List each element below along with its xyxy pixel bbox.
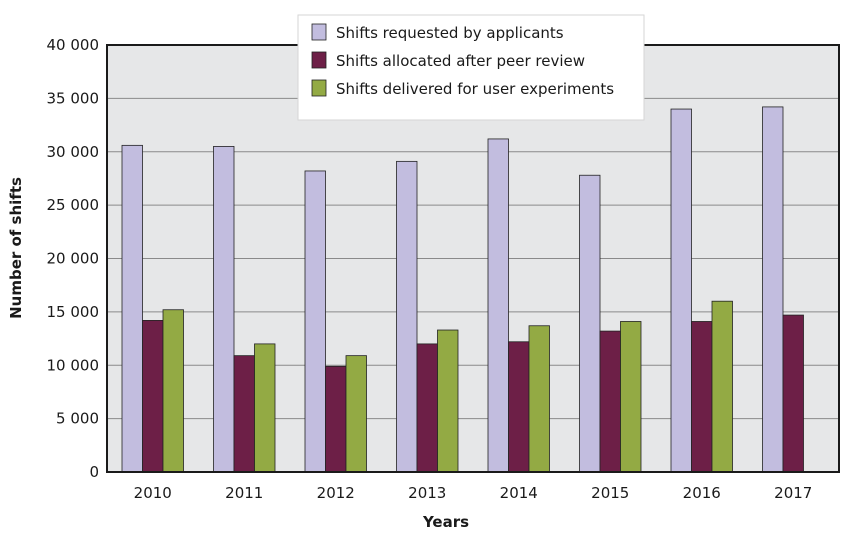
bar-series-1-2017 [762, 106, 784, 473]
bar-series-2-2013 [416, 343, 438, 473]
y-tick-label: 0 [89, 463, 99, 481]
bar-series-3-2011 [254, 343, 276, 473]
legend: Shifts requested by applicants Shifts all… [297, 14, 645, 121]
x-tick-label: 2017 [774, 484, 812, 502]
y-tick-label: 25 000 [47, 196, 100, 214]
bar-series-3-2013 [437, 329, 459, 473]
bar-series-3-2015 [620, 321, 642, 473]
y-tick-label: 40 000 [47, 36, 100, 54]
bar-series-1-2016 [670, 108, 692, 473]
bar-series-1-2010 [121, 144, 143, 473]
y-axis-title: Number of shifts [7, 177, 25, 319]
bar-series-1-2013 [396, 160, 418, 473]
bar-series-1-2014 [487, 138, 509, 473]
legend-label-series-3: Shifts delivered for user experiments [336, 80, 614, 98]
legend-label-series-2: Shifts allocated after peer review [336, 52, 585, 70]
legend-swatch-series-1 [311, 23, 327, 41]
y-tick-label: 15 000 [47, 303, 100, 321]
x-axis-title: Years [422, 513, 469, 531]
legend-box [297, 14, 645, 121]
bar-series-3-2014 [528, 325, 550, 473]
bar-series-1-2011 [213, 146, 235, 473]
bar-series-2-2015 [599, 330, 621, 473]
x-tick-label: 2010 [134, 484, 172, 502]
y-tick-label: 35 000 [47, 89, 100, 107]
y-tick-label: 20 000 [47, 250, 100, 268]
legend-swatch-series-2 [311, 51, 327, 69]
x-tick-label: 2015 [591, 484, 629, 502]
x-tick-label: 2014 [500, 484, 538, 502]
x-tick-label: 2011 [225, 484, 263, 502]
y-tick-label: 30 000 [47, 143, 100, 161]
x-tick-labels: 2010 2011 2012 2013 2014 2015 2016 2017 [134, 484, 813, 502]
legend-label-series-1: Shifts requested by applicants [336, 24, 564, 42]
bars [121, 106, 804, 473]
bar-series-3-2016 [711, 300, 733, 473]
y-tick-labels: 0 5 000 10 000 15 000 20 000 25 000 30 000 35 0… [47, 36, 100, 481]
bar-series-2-2017 [782, 314, 804, 473]
bar-series-2-2014 [508, 341, 530, 473]
y-tick-label: 10 000 [47, 356, 100, 374]
x-tick-label: 2013 [408, 484, 446, 502]
bar-series-2-2012 [325, 365, 347, 473]
bar-series-2-2010 [142, 320, 164, 473]
legend-swatch-series-3 [311, 79, 327, 97]
x-tick-label: 2016 [683, 484, 721, 502]
y-tick-label: 5 000 [56, 410, 99, 428]
bar-series-2-2011 [233, 355, 255, 473]
x-tick-label: 2012 [317, 484, 355, 502]
bar-series-1-2015 [579, 174, 601, 473]
bar-series-3-2012 [345, 355, 367, 473]
bar-series-3-2010 [162, 309, 184, 473]
bar-series-2-2016 [691, 321, 713, 473]
bar-series-1-2012 [304, 170, 326, 473]
